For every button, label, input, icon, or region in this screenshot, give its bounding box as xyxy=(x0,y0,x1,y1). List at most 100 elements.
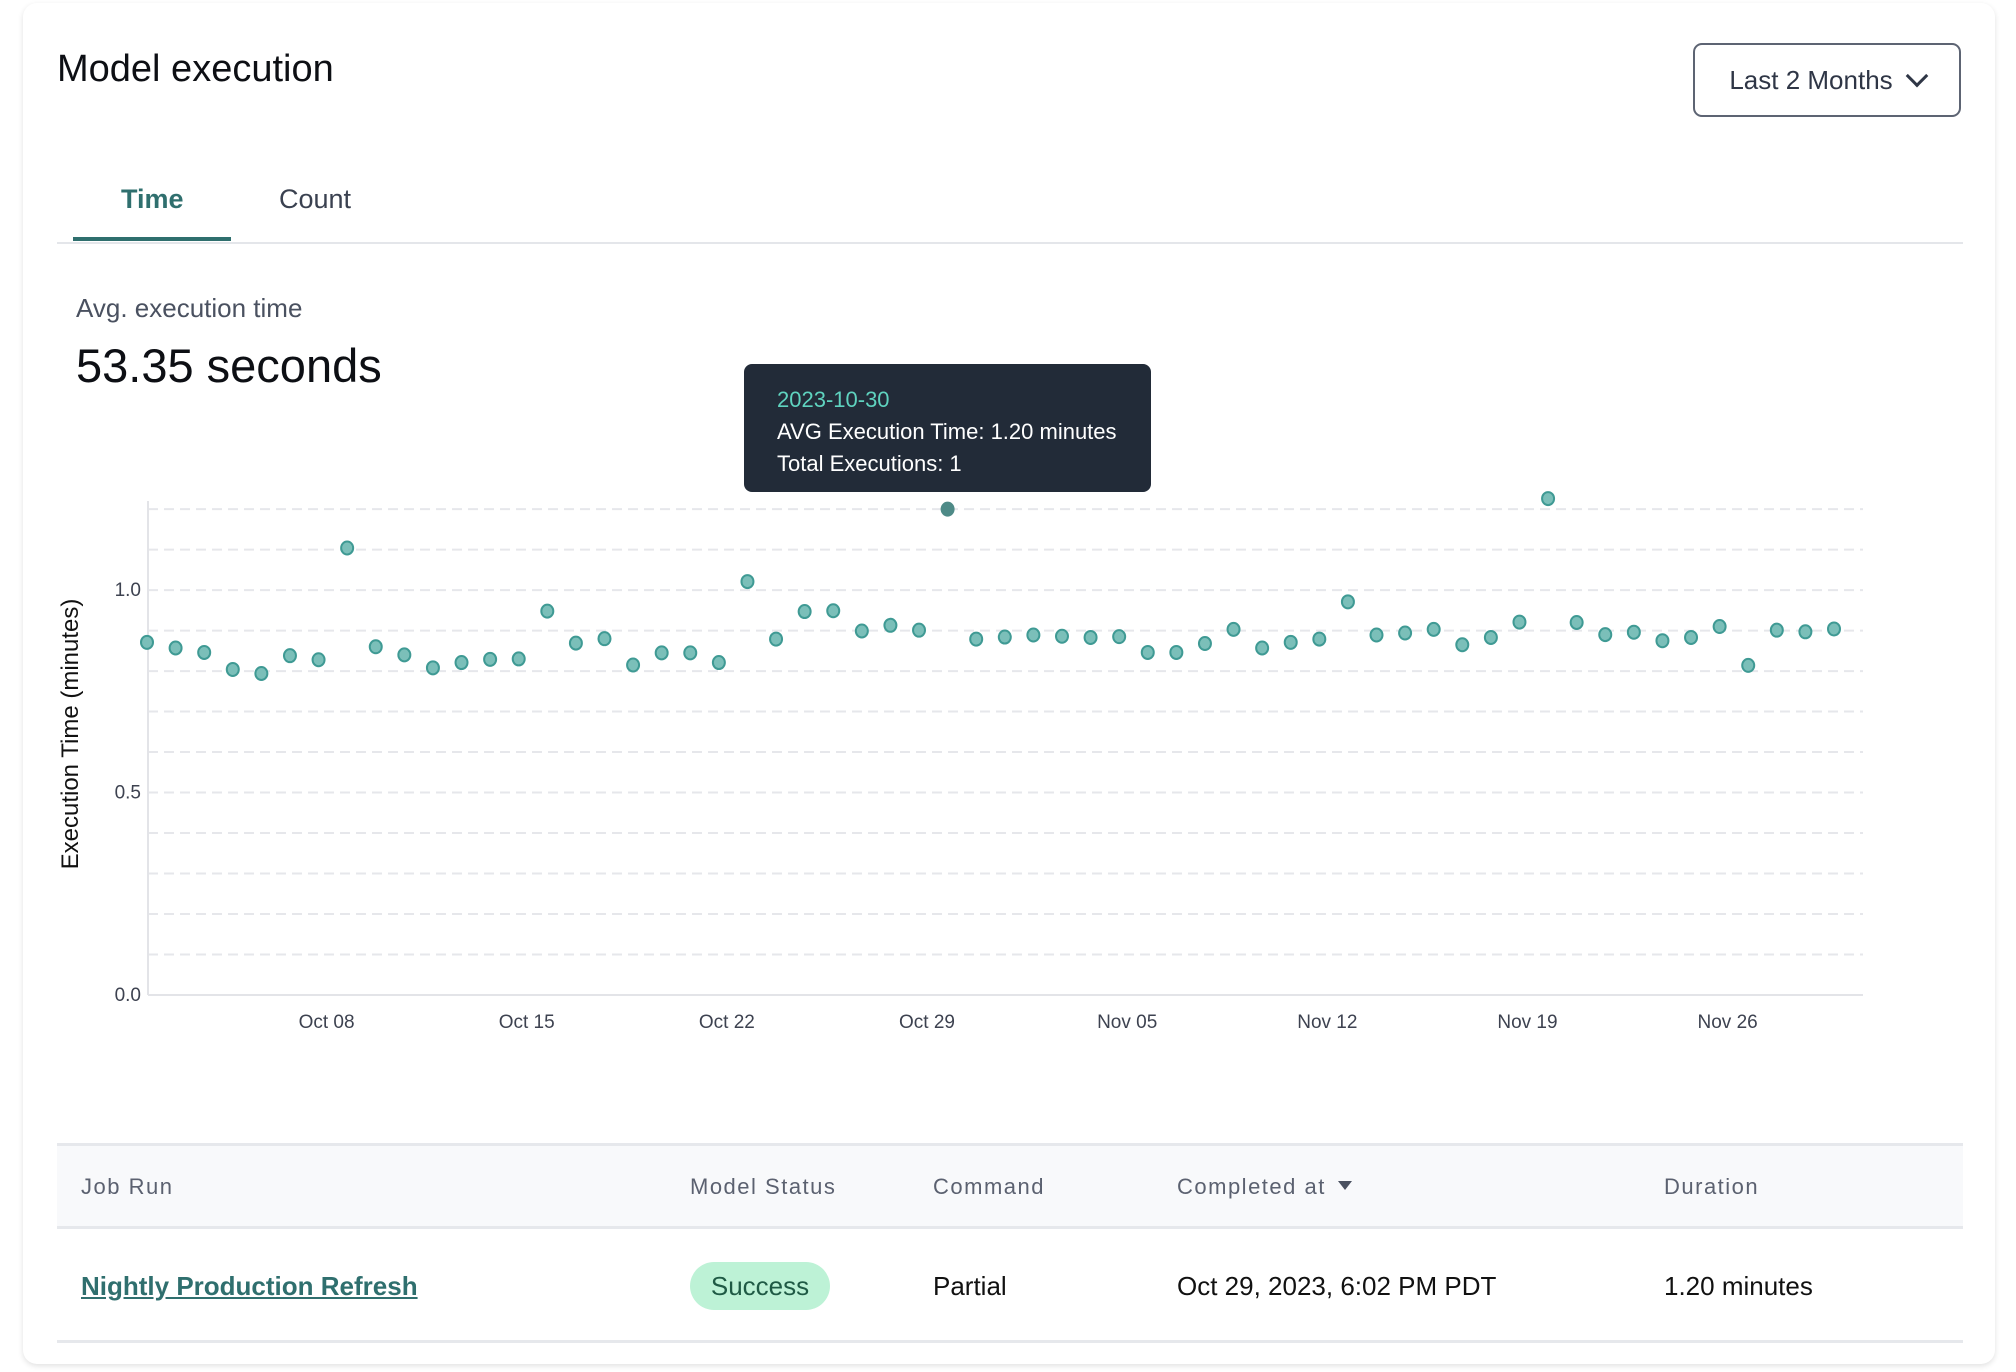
data-point[interactable] xyxy=(826,603,841,619)
data-point[interactable] xyxy=(854,623,869,639)
data-point[interactable] xyxy=(1455,637,1470,653)
data-point[interactable] xyxy=(683,645,698,661)
data-point[interactable] xyxy=(1398,625,1413,641)
data-point[interactable] xyxy=(1569,614,1584,630)
table-row: Nightly Production Refresh Success Parti… xyxy=(57,1229,1963,1343)
data-point[interactable] xyxy=(1598,627,1613,643)
data-point[interactable] xyxy=(197,644,212,660)
y-axis-label: Execution Time (minutes) xyxy=(57,599,84,870)
data-point[interactable] xyxy=(1541,491,1556,507)
data-point[interactable] xyxy=(511,651,526,667)
data-point[interactable] xyxy=(1712,619,1727,635)
date-range-label: Last 2 Months xyxy=(1729,64,1893,95)
data-point[interactable] xyxy=(1112,629,1127,645)
data-point[interactable] xyxy=(1255,640,1270,656)
data-point[interactable] xyxy=(311,652,326,668)
data-point[interactable] xyxy=(282,648,297,664)
data-point[interactable] xyxy=(225,661,240,677)
data-point[interactable] xyxy=(1197,636,1212,652)
data-point[interactable] xyxy=(1655,633,1670,649)
tooltip-total-executions: Total Executions: 1 xyxy=(777,451,962,476)
data-point[interactable] xyxy=(540,603,555,619)
column-header-model-status[interactable]: Model Status xyxy=(690,1174,837,1199)
data-point[interactable] xyxy=(1369,627,1384,643)
data-point[interactable] xyxy=(168,640,183,656)
data-point[interactable] xyxy=(797,604,812,620)
data-point[interactable] xyxy=(1083,629,1098,645)
data-point[interactable] xyxy=(1426,621,1441,637)
data-point[interactable] xyxy=(1140,644,1155,660)
data-point[interactable] xyxy=(597,631,612,647)
x-tick-label: Nov 26 xyxy=(1698,1012,1758,1033)
data-point[interactable] xyxy=(1312,631,1327,647)
tooltip-date: 2023-10-30 xyxy=(777,387,890,412)
data-point[interactable] xyxy=(1483,629,1498,645)
caret-down-icon[interactable] xyxy=(1337,1181,1352,1190)
data-point[interactable] xyxy=(1226,621,1241,637)
duration-cell: 1.20 minutes xyxy=(1664,1271,1813,1301)
tab-time[interactable]: Time xyxy=(121,184,184,214)
execution-time-chart: 0.0 0.5 1.0 Oct 08 Oct 15 Oct 22 Oct 29 Nov 05… xyxy=(57,491,1863,1033)
data-point[interactable] xyxy=(254,665,269,681)
data-point[interactable] xyxy=(368,639,383,655)
job-runs-table: Job Run Model Status Command Completed a… xyxy=(57,1143,1963,1343)
data-point[interactable] xyxy=(1283,634,1298,650)
tab-count[interactable]: Count xyxy=(279,184,352,214)
data-point[interactable] xyxy=(1054,628,1069,644)
column-header-duration[interactable]: Duration xyxy=(1664,1174,1760,1199)
active-tab-indicator xyxy=(73,237,231,241)
x-tick-label: Nov 19 xyxy=(1497,1012,1557,1033)
data-point[interactable] xyxy=(397,647,412,663)
column-header-completed-at[interactable]: Completed at xyxy=(1177,1174,1352,1200)
data-point[interactable] xyxy=(1169,644,1184,660)
data-point[interactable] xyxy=(711,655,726,671)
data-point-highlighted[interactable] xyxy=(940,501,955,517)
data-point[interactable] xyxy=(1798,624,1813,640)
data-point[interactable] xyxy=(340,540,355,556)
status-badge: Success xyxy=(690,1262,830,1310)
y-tick-label: 1.0 xyxy=(115,580,141,601)
data-point[interactable] xyxy=(626,657,641,673)
column-header-job-run[interactable]: Job Run xyxy=(81,1174,174,1199)
data-point[interactable] xyxy=(654,645,669,661)
data-point[interactable] xyxy=(1512,614,1527,630)
data-point[interactable] xyxy=(483,651,498,667)
date-range-dropdown[interactable]: Last 2 Months xyxy=(1693,43,1961,117)
data-point[interactable] xyxy=(1827,621,1841,637)
x-tick-label: Oct 29 xyxy=(899,1012,955,1033)
data-point[interactable] xyxy=(969,631,984,647)
x-tick-label: Oct 15 xyxy=(499,1012,555,1033)
data-point[interactable] xyxy=(997,629,1012,645)
data-point[interactable] xyxy=(425,660,440,676)
data-point[interactable] xyxy=(883,617,898,633)
data-point[interactable] xyxy=(140,634,154,650)
avg-execution-label: Avg. execution time xyxy=(76,293,303,323)
job-run-link[interactable]: Nightly Production Refresh xyxy=(81,1271,418,1301)
y-tick-label: 0.0 xyxy=(115,985,141,1006)
data-points xyxy=(140,491,1841,681)
data-point[interactable] xyxy=(1340,594,1355,610)
grid-lines xyxy=(148,508,1863,956)
data-point[interactable] xyxy=(1684,629,1699,645)
completed-at-label: Completed at xyxy=(1177,1174,1326,1199)
axes xyxy=(147,501,1863,996)
data-point[interactable] xyxy=(454,655,469,671)
x-tick-label: Nov 12 xyxy=(1297,1012,1357,1033)
y-tick-label: 0.5 xyxy=(115,783,141,804)
page-title: Model execution xyxy=(57,48,334,90)
tab-bar: Time Count xyxy=(57,170,1963,244)
tooltip-avg-time: AVG Execution Time: 1.20 minutes xyxy=(777,419,1117,444)
model-execution-card xyxy=(23,3,1995,1364)
data-point[interactable] xyxy=(568,635,583,651)
data-point[interactable] xyxy=(740,574,755,590)
data-point[interactable] xyxy=(1626,624,1641,640)
data-point[interactable] xyxy=(1769,622,1784,638)
column-header-command[interactable]: Command xyxy=(933,1174,1045,1199)
data-point[interactable] xyxy=(1026,627,1041,643)
data-point[interactable] xyxy=(912,622,927,638)
data-point[interactable] xyxy=(769,631,784,647)
avg-execution-value: 53.35 seconds xyxy=(76,339,382,392)
data-point[interactable] xyxy=(1741,657,1756,673)
completed-at-cell: Oct 29, 2023, 6:02 PM PDT xyxy=(1177,1271,1497,1301)
x-tick-labels: Oct 08 Oct 15 Oct 22 Oct 29 Nov 05 Nov 12 Nov … xyxy=(299,1012,1758,1033)
